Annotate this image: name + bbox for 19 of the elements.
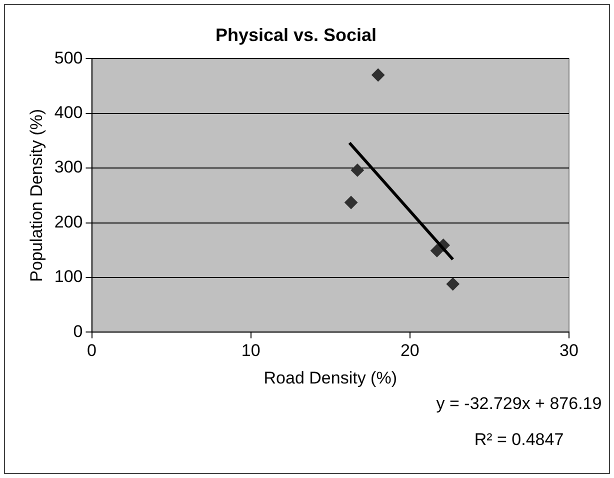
point (446, 278, 460, 291)
x-tick-label: 20 (400, 341, 420, 360)
text: R² = 0.4847 (474, 430, 564, 449)
point (350, 164, 364, 177)
x-tick-label: 10 (241, 341, 260, 360)
y-tick-label: 0 (73, 322, 83, 341)
y-tick-label: 100 (54, 267, 83, 286)
point (372, 68, 385, 82)
y-tick-label: 500 (54, 48, 83, 68)
point (344, 196, 358, 210)
x-axis-title: Road Density (%) (264, 368, 397, 388)
x-tick-label: 0 (87, 341, 96, 360)
y-tick-label: 400 (54, 103, 83, 122)
x-tick-label: 30 (560, 341, 578, 360)
y-tick-label: 200 (54, 212, 83, 232)
y-axis-title: Population Density (%) (26, 108, 46, 282)
text: y = -32.729x + 876.19 (436, 394, 602, 413)
y-tick-label: 300 (54, 158, 83, 177)
chart-title: Physical vs. Social (215, 24, 377, 45)
